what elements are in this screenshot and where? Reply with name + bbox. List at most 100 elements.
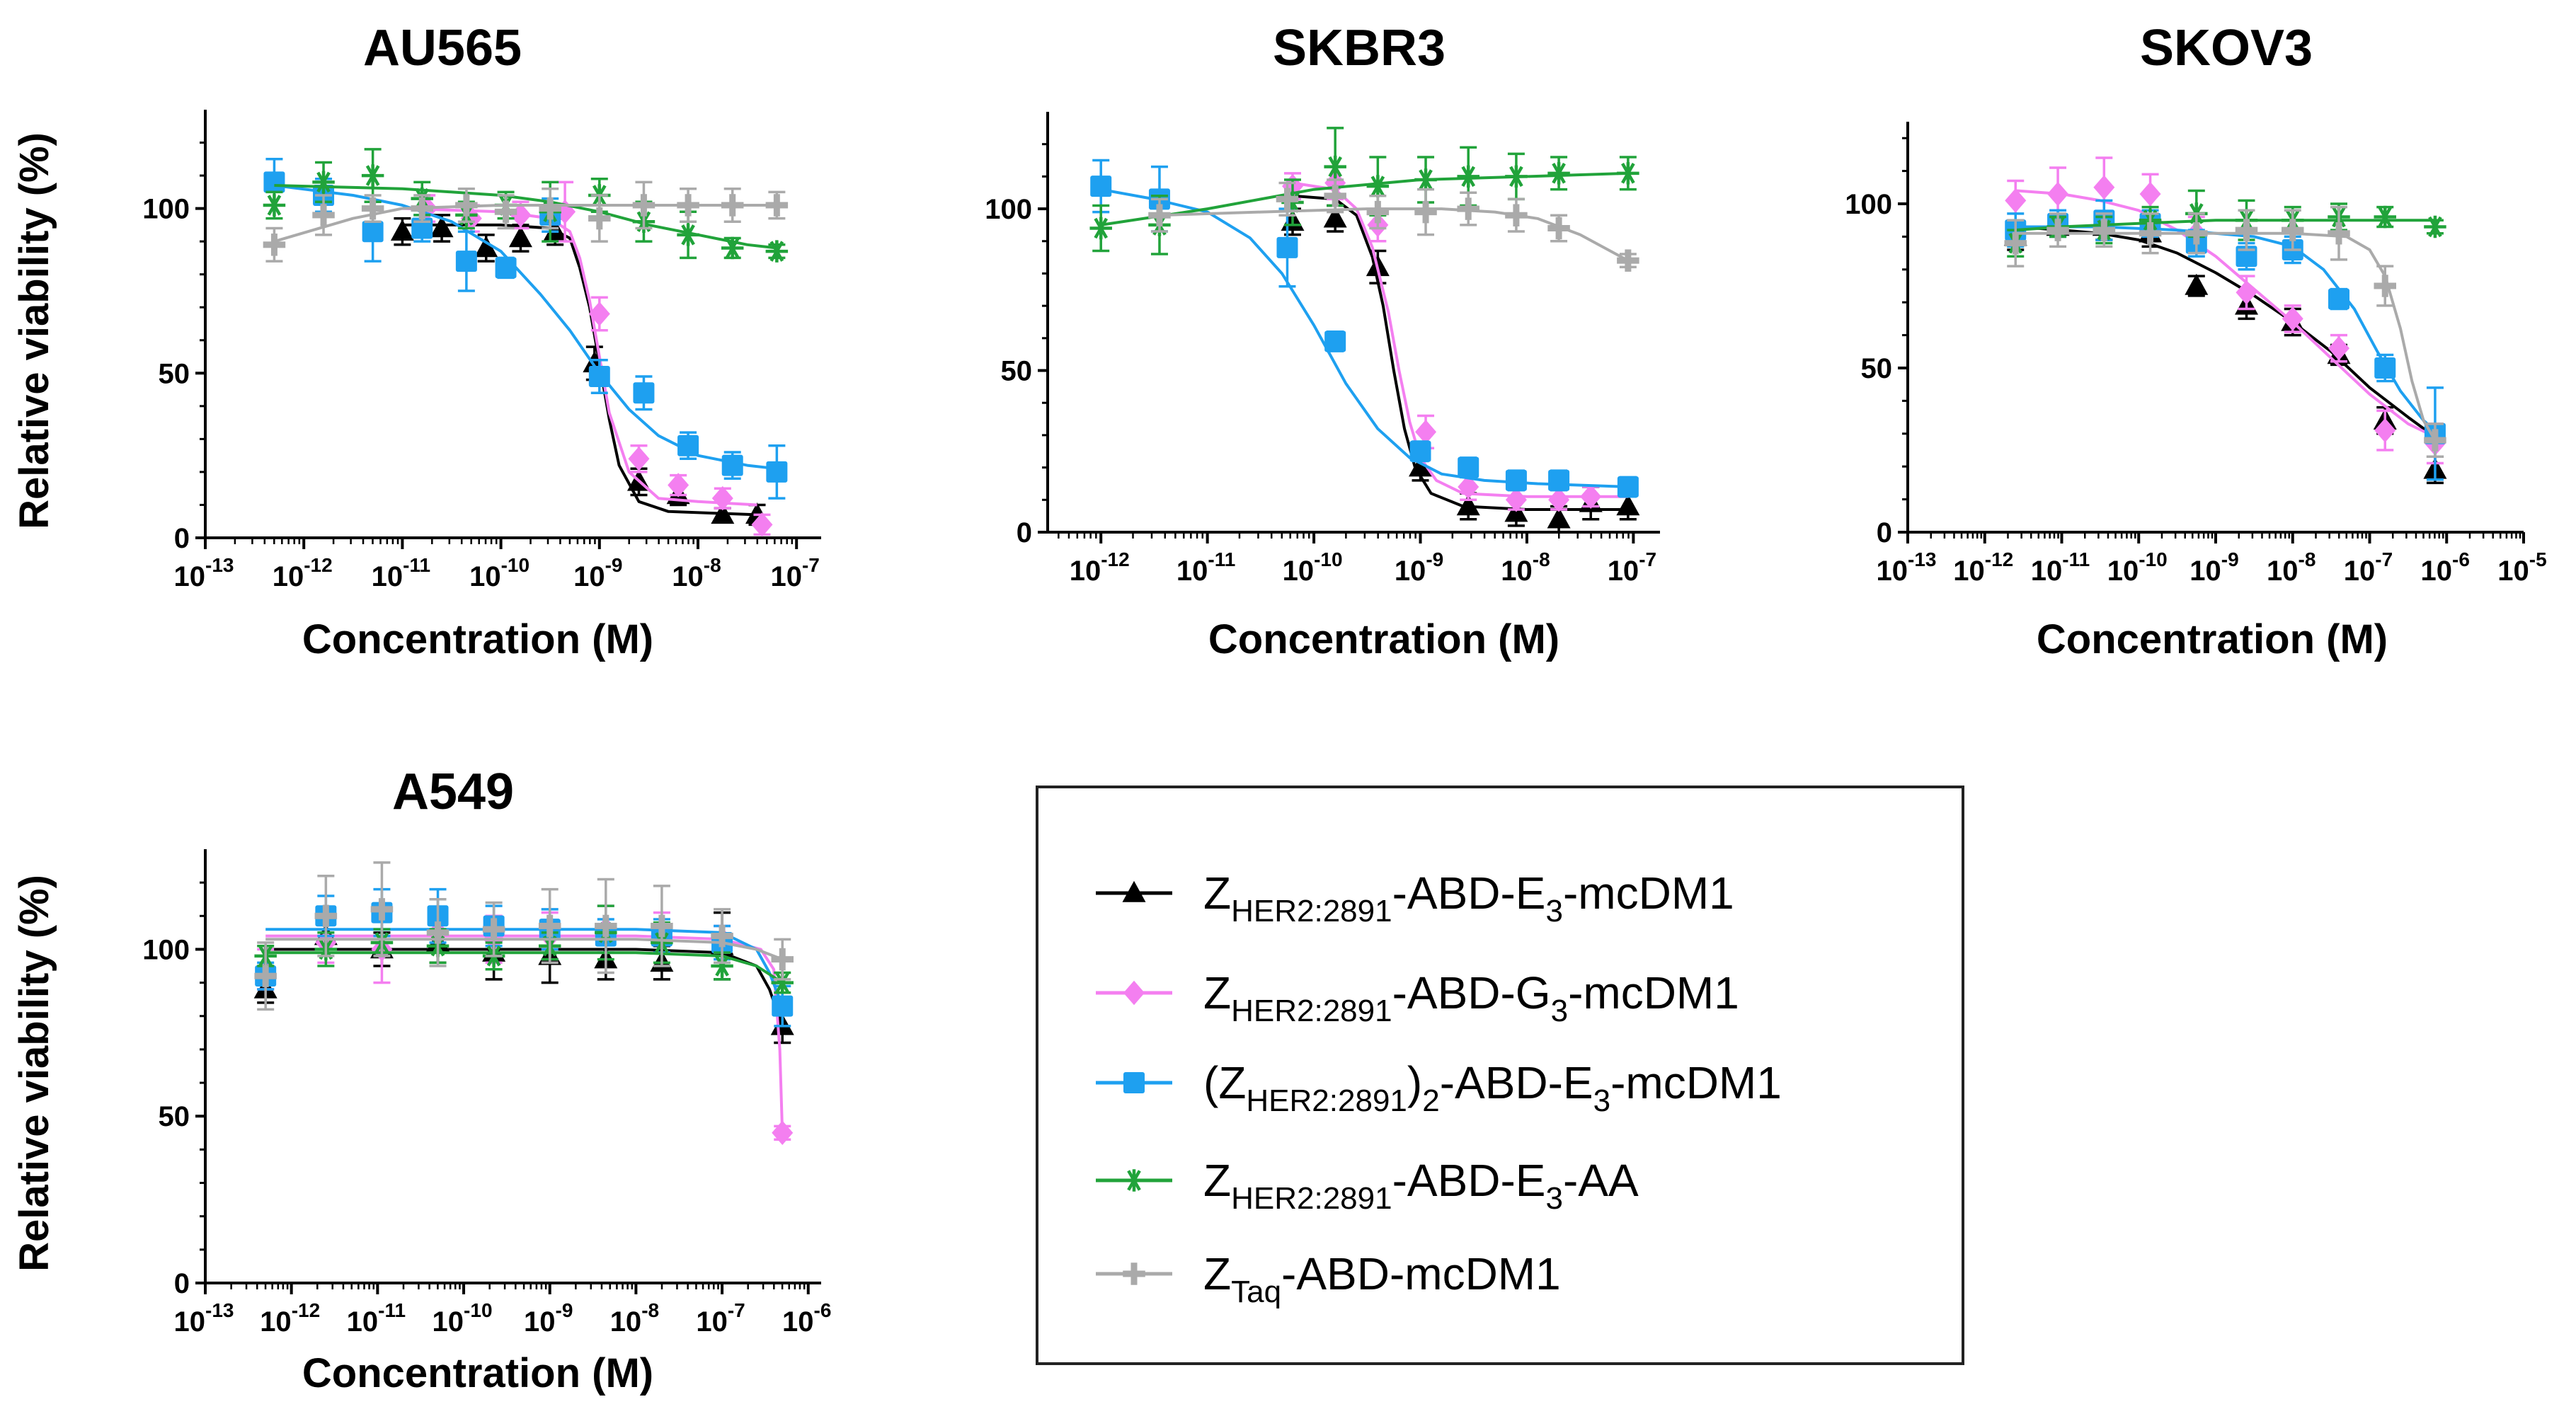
x-tick-label: 10-13 xyxy=(1877,548,1937,587)
data-point xyxy=(1324,155,1346,178)
legend-marker xyxy=(1123,1262,1145,1285)
data-point xyxy=(1505,488,1527,512)
data-point xyxy=(711,502,735,524)
data-point xyxy=(2139,181,2161,207)
data-point xyxy=(2236,280,2257,305)
data-point xyxy=(1547,217,1570,240)
data-point xyxy=(1090,176,1112,197)
fit-curve xyxy=(265,948,784,1027)
series-taq xyxy=(254,861,794,1011)
y-tick-label: 50 xyxy=(159,358,190,389)
data-point xyxy=(455,194,478,217)
data-point xyxy=(495,257,517,279)
fit-curve xyxy=(265,951,784,984)
fit-curve xyxy=(265,934,784,1133)
data-point xyxy=(1089,217,1112,240)
x-tick-label: 10-7 xyxy=(770,554,819,592)
data-point xyxy=(361,197,384,220)
series-aa xyxy=(2004,189,2446,258)
fit-curve xyxy=(265,938,783,961)
data-point xyxy=(632,194,656,217)
y-tick-label: 0 xyxy=(1877,517,1892,548)
fit-curve xyxy=(2015,219,2435,232)
legend-frame xyxy=(1036,786,1964,1365)
series-g3 xyxy=(2005,156,2446,465)
data-point xyxy=(1324,185,1346,207)
data-point xyxy=(651,914,673,938)
data-point xyxy=(2047,181,2069,207)
x-tick-label: 10-8 xyxy=(2267,548,2315,587)
x-tick-label: 10-10 xyxy=(433,1299,493,1337)
x-tick-label: 10-10 xyxy=(469,554,529,592)
data-point xyxy=(263,234,286,256)
x-tick-label: 10-8 xyxy=(672,554,721,592)
series-dimer xyxy=(255,887,794,1028)
data-point xyxy=(2236,246,2257,267)
data-point xyxy=(538,914,561,938)
data-point xyxy=(1415,420,1437,444)
legend-label: ZHER2:2891-ABD-G3-mcDM1 xyxy=(1203,967,1739,1028)
data-point xyxy=(711,924,733,948)
data-point xyxy=(1617,476,1639,498)
data-point xyxy=(772,995,794,1017)
data-point xyxy=(771,948,794,971)
x-tick-label: 10-6 xyxy=(782,1299,831,1337)
data-point xyxy=(2374,418,2396,443)
y-tick-label: 50 xyxy=(1001,356,1033,387)
x-tick-label: 10-8 xyxy=(1501,548,1550,587)
data-point xyxy=(361,164,384,187)
data-point xyxy=(390,219,414,241)
x-tick-label: 10-10 xyxy=(2107,548,2168,587)
data-point xyxy=(1547,507,1571,529)
data-point xyxy=(668,473,689,497)
y-tick-label: 0 xyxy=(1017,517,1032,548)
legend-item-g3: ZHER2:2891-ABD-G3-mcDM1 xyxy=(1096,967,1739,1028)
data-point xyxy=(539,197,561,220)
data-point xyxy=(430,216,454,238)
x-tick-label: 10-7 xyxy=(2344,548,2393,587)
data-point xyxy=(1617,162,1639,185)
data-point xyxy=(1148,204,1171,226)
fit-curve xyxy=(2015,231,2437,442)
data-point xyxy=(411,197,433,220)
y-tick-label: 100 xyxy=(142,934,190,965)
data-point xyxy=(765,240,789,263)
data-point xyxy=(1414,168,1437,191)
x-tick-label: 10-7 xyxy=(696,1299,745,1337)
data-point xyxy=(2328,288,2349,310)
data-point xyxy=(677,194,699,217)
x-axis-label: Concentration (M) xyxy=(1208,616,1559,662)
data-point xyxy=(254,965,277,987)
x-tick-label: 10-5 xyxy=(2497,548,2546,587)
series-taq xyxy=(1148,178,1639,272)
series-dimer xyxy=(1090,159,1639,498)
data-point xyxy=(721,194,744,217)
x-tick-label: 10-6 xyxy=(2421,548,2470,587)
data-point xyxy=(411,217,433,239)
data-point xyxy=(2139,222,2162,245)
fit-curve xyxy=(2015,189,2436,439)
legend-label: (ZHER2:2891)2-ABD-E3-mcDM1 xyxy=(1203,1057,1782,1118)
data-point xyxy=(426,921,450,944)
data-point xyxy=(2005,188,2027,213)
x-tick-label: 10-9 xyxy=(573,554,622,592)
data-point xyxy=(312,171,335,194)
data-point xyxy=(2374,205,2396,229)
fit-curve xyxy=(2015,225,2437,439)
data-point xyxy=(263,171,285,193)
data-point xyxy=(711,485,733,511)
x-tick-label: 10-12 xyxy=(1070,548,1130,587)
data-point xyxy=(721,454,743,476)
legend-label: ZHER2:2891-ABD-E3-AA xyxy=(1203,1155,1639,1216)
legend-marker xyxy=(1123,1072,1145,1093)
data-point xyxy=(2328,335,2349,361)
x-tick-label: 10-13 xyxy=(174,554,234,592)
data-point xyxy=(588,365,610,387)
data-point xyxy=(2282,219,2304,241)
x-tick-label: 10-12 xyxy=(1953,548,2013,587)
data-point xyxy=(595,914,617,938)
data-point xyxy=(1616,494,1640,516)
data-point xyxy=(677,224,699,246)
chart-title: AU565 xyxy=(363,20,522,76)
panel-skbr3: SKBR3 0 50 100 10-12 10-11 10-10 10-9 10-8 10-7 Co… xyxy=(985,20,1660,662)
